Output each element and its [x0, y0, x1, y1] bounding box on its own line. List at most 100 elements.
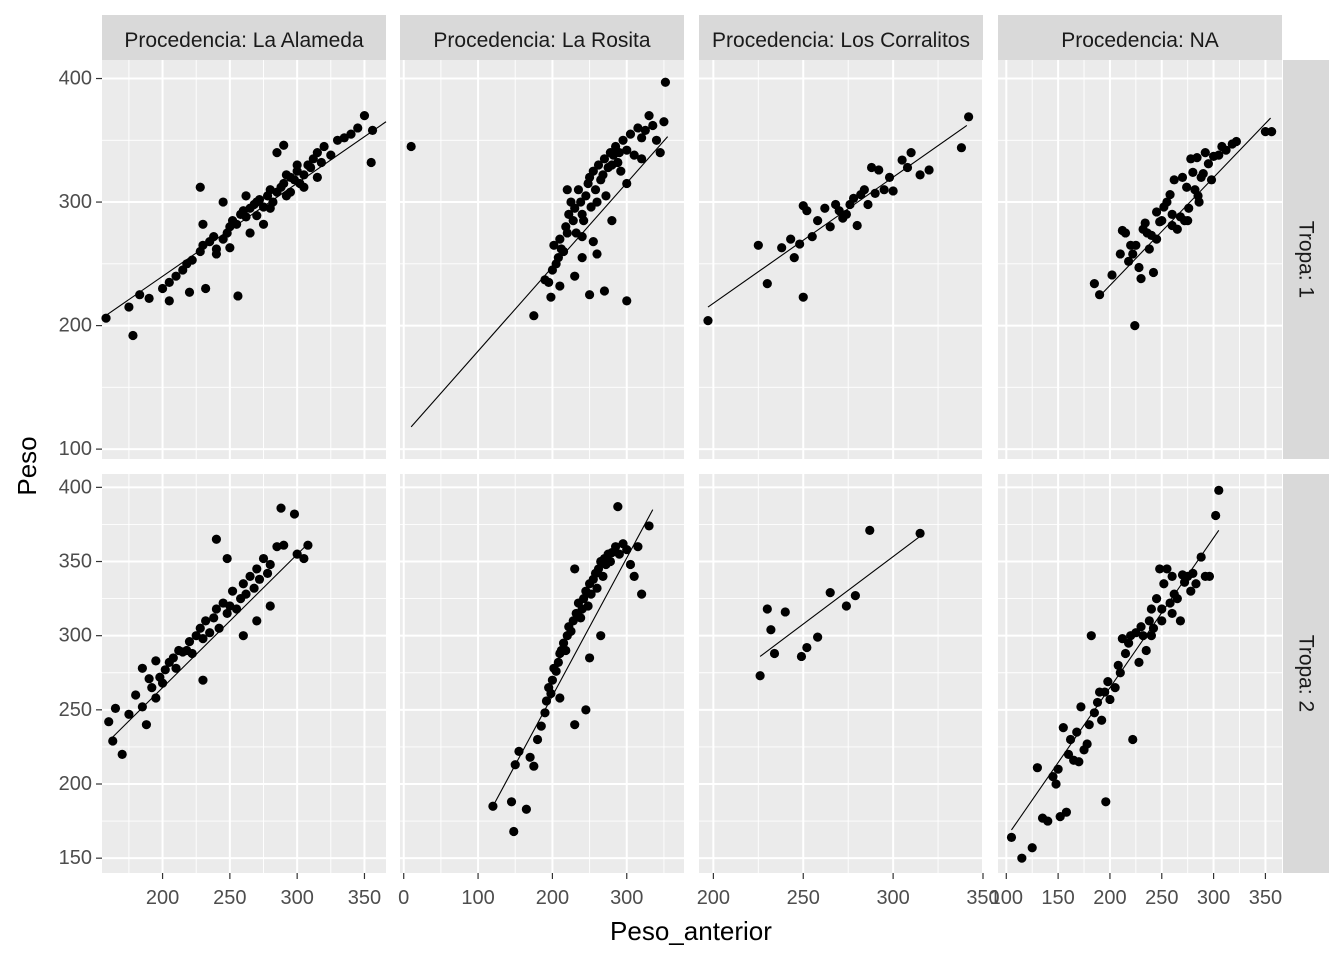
data-point [241, 212, 251, 222]
data-point [353, 123, 363, 133]
data-point [160, 665, 170, 675]
data-point [651, 135, 662, 145]
data-point [1151, 207, 1162, 217]
data-point [339, 133, 349, 143]
data-point [218, 197, 228, 207]
facet-strip-col-3 [998, 15, 1282, 60]
data-point [655, 148, 665, 158]
data-point [660, 77, 671, 87]
data-point [598, 571, 608, 581]
data-point [1134, 262, 1144, 273]
data-point [211, 249, 222, 259]
x-tick-label: 250 [787, 887, 820, 909]
data-point [157, 678, 168, 688]
data-point [786, 234, 796, 244]
data-point [157, 283, 168, 294]
data-point [598, 170, 608, 180]
data-point [915, 528, 925, 538]
panel-background [699, 60, 983, 459]
data-point [1043, 816, 1053, 826]
data-point [124, 302, 134, 312]
data-point [101, 313, 111, 323]
data-point [1131, 240, 1141, 250]
data-point [231, 604, 242, 614]
data-point [151, 656, 161, 666]
data-point [852, 220, 862, 231]
data-point [1203, 159, 1214, 169]
data-point [866, 162, 877, 173]
data-point [1162, 564, 1172, 574]
data-point [124, 709, 134, 719]
data-point [1058, 723, 1068, 733]
x-axis-title: Peso_anterior [610, 916, 772, 946]
panel-background [102, 474, 386, 873]
data-point [593, 160, 604, 170]
data-point [825, 222, 835, 232]
data-point [614, 549, 624, 559]
data-point [211, 604, 222, 614]
data-point [209, 232, 219, 242]
panel-background [102, 60, 386, 459]
data-point [637, 154, 647, 164]
data-point [292, 160, 302, 170]
panel-0-0 [101, 60, 387, 459]
data-point [614, 148, 624, 158]
data-point [272, 148, 282, 158]
x-tick-label: 250 [1145, 887, 1178, 909]
data-point [561, 645, 571, 656]
data-point [214, 623, 224, 633]
data-point [1186, 586, 1196, 596]
data-point [1151, 234, 1162, 244]
data-point [1103, 677, 1113, 687]
y-tick-label: 200 [59, 315, 92, 337]
data-point [633, 542, 643, 552]
data-point [1198, 169, 1208, 179]
data-point [110, 703, 121, 713]
regression-line [492, 509, 654, 807]
data-point [184, 287, 195, 297]
data-point [1128, 734, 1138, 745]
data-point [570, 720, 580, 730]
data-point [205, 628, 215, 638]
data-point [879, 185, 889, 195]
data-point [601, 191, 611, 201]
data-point [238, 579, 248, 589]
data-point [1006, 832, 1017, 843]
strips-layer: Procedencia: La Alameda Procedencia: La R… [102, 15, 1329, 873]
data-point [644, 521, 654, 531]
data-point [128, 330, 138, 341]
data-point [299, 182, 309, 192]
data-point [238, 631, 248, 641]
data-point [222, 608, 232, 619]
data-point [1183, 215, 1193, 226]
data-point [168, 653, 178, 663]
data-point [1072, 727, 1082, 737]
data-point [279, 140, 289, 150]
data-point [1130, 320, 1140, 331]
data-point [558, 246, 569, 257]
data-point [509, 826, 519, 837]
data-point [884, 172, 895, 182]
data-point [562, 185, 572, 195]
x-tick-label: 150 [1041, 887, 1074, 909]
data-point [1120, 228, 1131, 238]
data-point [1086, 631, 1096, 641]
data-point [568, 215, 578, 226]
regression-line [759, 535, 921, 657]
data-point [802, 206, 812, 216]
y-tick-label: 400 [59, 476, 92, 498]
data-point [211, 534, 222, 544]
data-point [1182, 182, 1192, 192]
data-point [555, 281, 565, 291]
data-point [1144, 616, 1154, 626]
panel-0-3 [998, 60, 1282, 459]
data-point [131, 690, 141, 700]
y-tick-label: 300 [59, 191, 92, 213]
data-point [956, 143, 967, 153]
y-tick-label: 350 [59, 551, 92, 573]
data-point [637, 133, 647, 143]
panel-1-0 [102, 474, 386, 873]
data-point [108, 736, 118, 746]
data-point [1074, 757, 1084, 767]
